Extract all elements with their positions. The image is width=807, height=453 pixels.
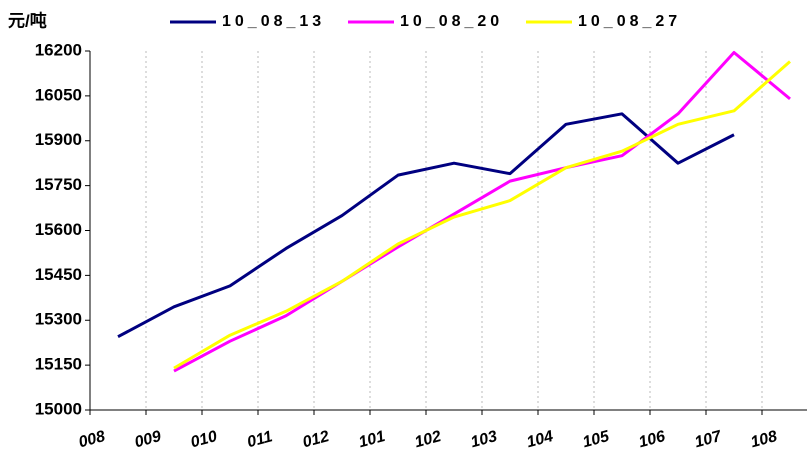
series-line <box>173 50 791 373</box>
x-tick-label: 101 <box>357 428 387 451</box>
y-tick-label: 16200 <box>35 40 82 59</box>
y-tick-label: 15900 <box>35 130 82 149</box>
x-tick-label: 102 <box>413 428 443 451</box>
x-tick-label: 012 <box>301 428 331 451</box>
y-axis-label: 元/吨 <box>8 10 47 30</box>
y-tick-label: 15150 <box>35 355 82 374</box>
x-tick-label: 107 <box>693 428 724 452</box>
x-tick-label: 108 <box>749 428 779 451</box>
series-line <box>173 60 791 370</box>
x-tick-label: 105 <box>581 428 612 452</box>
y-tick-label: 15300 <box>35 310 82 329</box>
y-tick-label: 16050 <box>35 85 82 104</box>
x-tick-label: 104 <box>525 428 555 451</box>
legend-label: 10_08_13 <box>222 13 325 30</box>
legend-label: 10_08_20 <box>400 13 503 30</box>
y-tick-label: 15450 <box>35 265 82 284</box>
y-tick-label: 15750 <box>35 175 82 194</box>
y-tick-label: 15000 <box>35 399 82 418</box>
x-tick-label: 106 <box>637 428 667 451</box>
legend-label: 10_08_27 <box>578 13 681 30</box>
x-tick-label: 011 <box>245 428 274 451</box>
x-tick-label: 008 <box>77 428 107 451</box>
y-tick-label: 15600 <box>35 220 82 239</box>
x-tick-label: 009 <box>133 428 163 451</box>
series-line <box>117 112 735 339</box>
x-tick-label: 103 <box>469 428 499 451</box>
x-tick-label: 010 <box>189 428 219 451</box>
